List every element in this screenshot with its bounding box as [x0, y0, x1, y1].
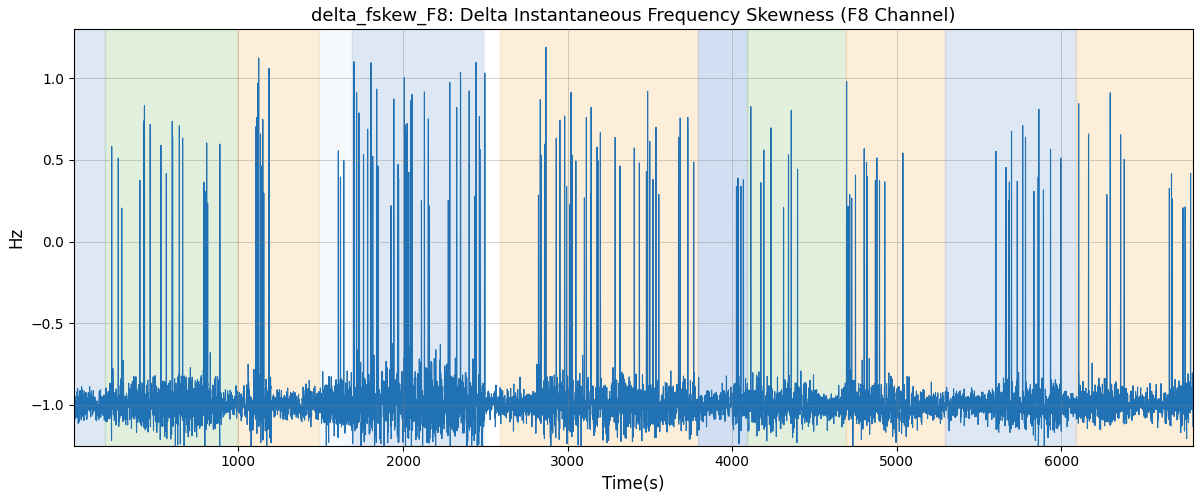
Bar	[484, 30, 500, 446]
Y-axis label: Hz: Hz	[7, 227, 25, 248]
Bar	[697, 30, 748, 446]
Bar	[1076, 30, 1193, 446]
Bar	[352, 30, 484, 446]
Bar	[319, 30, 352, 446]
Title: delta_fskew_F8: Delta Instantaneous Frequency Skewness (F8 Channel): delta_fskew_F8: Delta Instantaneous Freq…	[311, 7, 955, 25]
Bar	[748, 30, 846, 446]
X-axis label: Time(s): Time(s)	[602, 475, 665, 493]
Bar	[236, 30, 319, 446]
Bar	[74, 30, 106, 446]
Bar	[944, 30, 1076, 446]
Bar	[106, 30, 236, 446]
Bar	[846, 30, 944, 446]
Bar	[500, 30, 697, 446]
